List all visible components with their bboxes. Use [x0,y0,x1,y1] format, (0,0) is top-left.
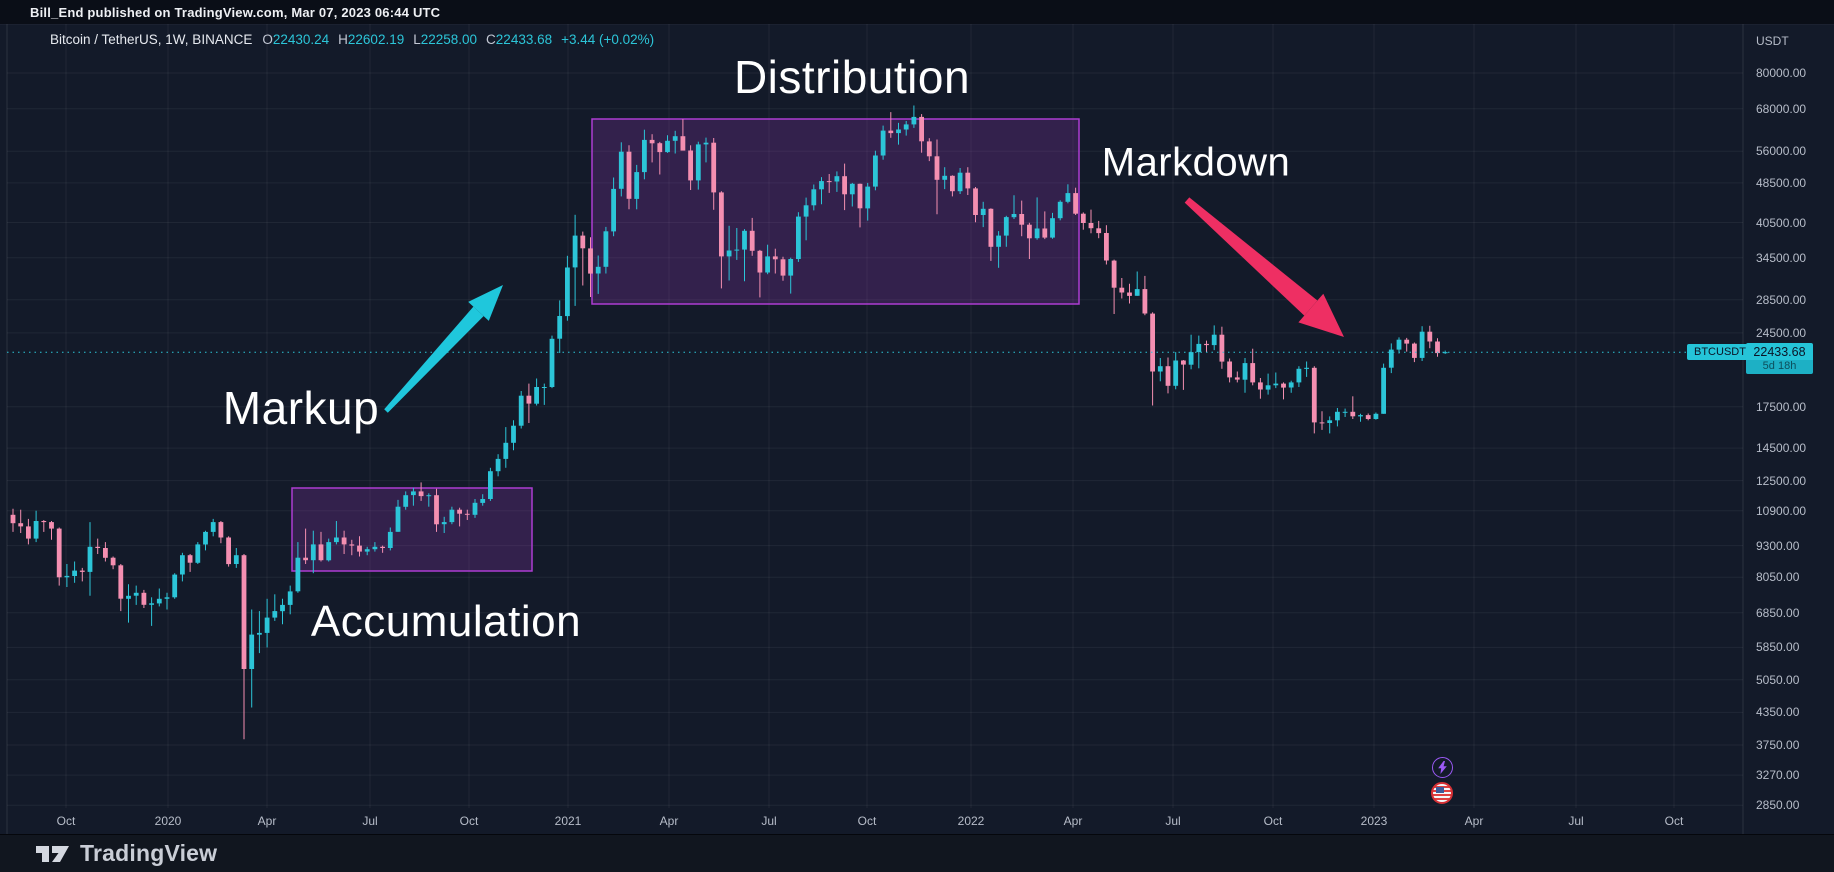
ohlc-item: C22433.68 [486,31,553,47]
price-axis-label: 80000.00 [1756,66,1807,80]
markdown-label[interactable]: Markdown [1101,140,1291,185]
tradingview-logo[interactable]: TradingView [36,840,217,867]
markup-label[interactable]: Markup [222,382,380,434]
price-axis-label: 5050.00 [1756,672,1800,687]
price-axis-label: 48500.00 [1756,175,1807,190]
time-axis-label: Oct [56,814,76,828]
accumulation-label[interactable]: Accumulation [310,597,582,646]
time-axis-label: 2021 [554,814,582,828]
price-axis-label: 6850.00 [1756,605,1800,620]
time-axis-label: Jul [761,814,777,828]
symbol-title: Bitcoin / TetherUS, 1W, BINANCE [50,31,253,47]
price-axis-label: 17500.00 [1756,399,1807,414]
price-axis-label: 68000.00 [1756,101,1807,116]
price-axis[interactable]: USDT 80000.00 68000.00 56000.00 48500.00 405… [1743,24,1834,812]
price-axis-label: 3270.00 [1756,768,1800,783]
time-axis-label: Oct [1664,814,1684,828]
time-axis-label: Oct [459,814,479,828]
publication-bar: Bill_End published on TradingView.com, M… [0,0,1834,25]
time-axis-label: Oct [1263,814,1283,828]
symbol-price-tag: BTCUSDT [1687,344,1753,360]
time-axis-label: Apr [659,814,679,828]
time-axis-label: Oct [857,814,877,828]
time-axis-label: Jul [362,814,378,828]
ohlc-item: O22430.24 [262,31,330,47]
markdown-arrow[interactable] [1184,197,1344,337]
price-axis-label: 5850.00 [1756,640,1800,655]
tradingview-logo-icon [36,845,69,862]
time-axis-label: Jul [1568,814,1584,828]
time-axis-label: Apr [257,814,277,828]
publication-text: Bill_End published on TradingView.com, M… [30,4,441,20]
bar-countdown: 5d 18h [1746,360,1813,374]
current-price-label: 22433.68 5d 18h [1746,343,1813,374]
time-axis-label: Apr [1464,814,1484,828]
ohlc-item: H22602.19 [338,31,405,47]
price-axis-label: 40500.00 [1756,215,1807,230]
markup-arrow[interactable] [384,285,503,413]
time-axis-label: Apr [1063,814,1083,828]
time-axis-label: 2020 [154,814,182,828]
price-axis-label: 12500.00 [1756,473,1807,488]
price-axis-label: 2850.00 [1756,798,1800,813]
price-axis-label: 3750.00 [1756,738,1800,752]
price-axis-label: 9300.00 [1756,538,1800,553]
ohlc-values: O22430.24 H22602.19 L22258.00 C22433.68 [262,32,561,47]
flag-union [1436,787,1444,793]
time-axis-label: 2022 [957,814,985,828]
distribution-box[interactable] [591,118,1080,305]
price-axis-label: 34500.00 [1756,250,1807,265]
ohlc-item: L22258.00 [413,31,478,47]
price-axis-label: 28500.00 [1756,292,1807,307]
accumulation-box[interactable] [291,487,533,572]
price-axis-unit: USDT [1756,34,1789,48]
price-axis-label: 8050.00 [1756,570,1800,585]
boost-badge[interactable] [1432,757,1453,778]
current-price-value: 22433.68 [1746,343,1813,360]
flag-badge[interactable] [1431,782,1453,804]
price-axis-label: 14500.00 [1756,441,1807,456]
time-axis-label: 2023 [1360,814,1388,828]
symbol-legend: Bitcoin / TetherUS, 1W, BINANCE O22430.2… [50,30,654,48]
change-value: +3.44 (+0.02%) [561,31,655,47]
tradingview-wordmark: TradingView [80,840,218,866]
time-axis-label: Jul [1165,814,1181,828]
price-axis-label: 56000.00 [1756,144,1807,159]
lightning-icon [1438,761,1447,774]
time-axis[interactable]: Oct 2020 Apr Jul Oct 2021 Apr Jul Oct 2022 Apr Jul O… [0,808,1834,834]
price-axis-label: 10900.00 [1756,503,1807,518]
price-axis-label: 24500.00 [1756,325,1807,340]
distribution-label[interactable]: Distribution [733,51,971,103]
price-axis-label: 4350.00 [1756,705,1800,720]
footer-bar: TradingView [0,834,1834,872]
candles [10,105,1448,740]
